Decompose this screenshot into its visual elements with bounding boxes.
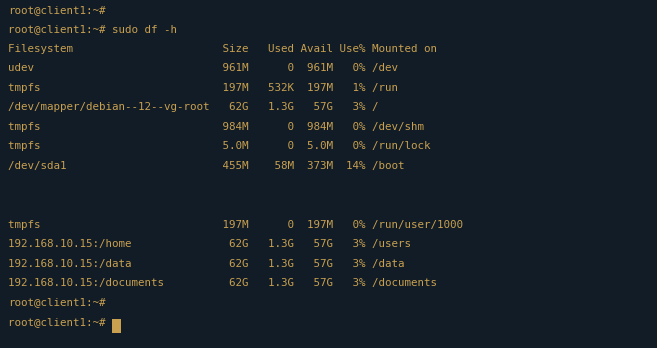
Text: root@client1:~# sudo df -h: root@client1:~# sudo df -h bbox=[8, 24, 177, 34]
Text: root@client1:~#: root@client1:~# bbox=[8, 5, 106, 15]
Text: udev                             961M      0  961M   0% /dev: udev 961M 0 961M 0% /dev bbox=[8, 63, 398, 73]
Text: tmpfs                            5.0M      0  5.0M   0% /run/lock: tmpfs 5.0M 0 5.0M 0% /run/lock bbox=[8, 142, 430, 151]
Text: tmpfs                            197M   532K  197M   1% /run: tmpfs 197M 532K 197M 1% /run bbox=[8, 83, 398, 93]
Text: 192.168.10.15:/data               62G   1.3G   57G   3% /data: 192.168.10.15:/data 62G 1.3G 57G 3% /dat… bbox=[8, 259, 405, 269]
Text: 192.168.10.15:/home               62G   1.3G   57G   3% /users: 192.168.10.15:/home 62G 1.3G 57G 3% /use… bbox=[8, 239, 411, 249]
Text: tmpfs                            984M      0  984M   0% /dev/shm: tmpfs 984M 0 984M 0% /dev/shm bbox=[8, 122, 424, 132]
Text: 192.168.10.15:/documents          62G   1.3G   57G   3% /documents: 192.168.10.15:/documents 62G 1.3G 57G 3%… bbox=[8, 278, 437, 288]
Text: /dev/mapper/debian--12--vg-root   62G   1.3G   57G   3% /: /dev/mapper/debian--12--vg-root 62G 1.3G… bbox=[8, 103, 378, 112]
Text: /dev/sda1                        455M    58M  373M  14% /boot: /dev/sda1 455M 58M 373M 14% /boot bbox=[8, 161, 405, 171]
Text: root@client1:~#: root@client1:~# bbox=[8, 298, 106, 308]
Text: tmpfs                            197M      0  197M   0% /run/user/1000: tmpfs 197M 0 197M 0% /run/user/1000 bbox=[8, 220, 463, 229]
Text: root@client1:~#: root@client1:~# bbox=[8, 317, 112, 327]
Text: Filesystem                       Size   Used Avail Use% Mounted on: Filesystem Size Used Avail Use% Mounted … bbox=[8, 44, 437, 54]
